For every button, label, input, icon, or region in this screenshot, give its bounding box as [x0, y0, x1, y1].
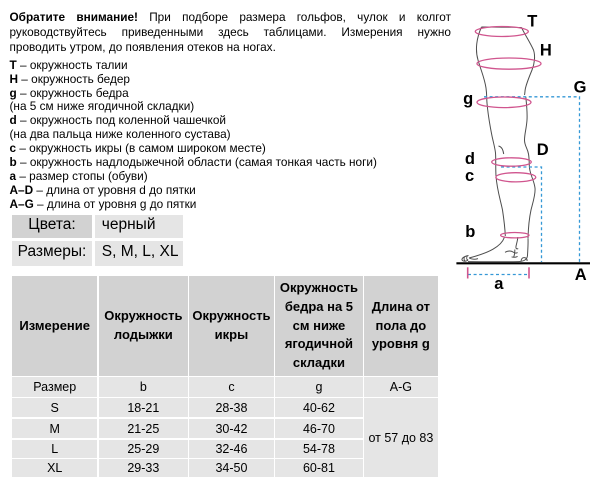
svg-text:g: g — [463, 90, 473, 108]
svg-text:b: b — [465, 223, 475, 241]
svg-text:a: a — [494, 275, 504, 293]
svg-text:A: A — [575, 266, 587, 284]
svg-text:T: T — [527, 13, 537, 31]
svg-text:D: D — [537, 141, 549, 159]
svg-text:H: H — [540, 42, 552, 60]
svg-text:d: d — [465, 150, 475, 168]
svg-text:c: c — [465, 167, 474, 185]
svg-text:G: G — [574, 79, 587, 97]
